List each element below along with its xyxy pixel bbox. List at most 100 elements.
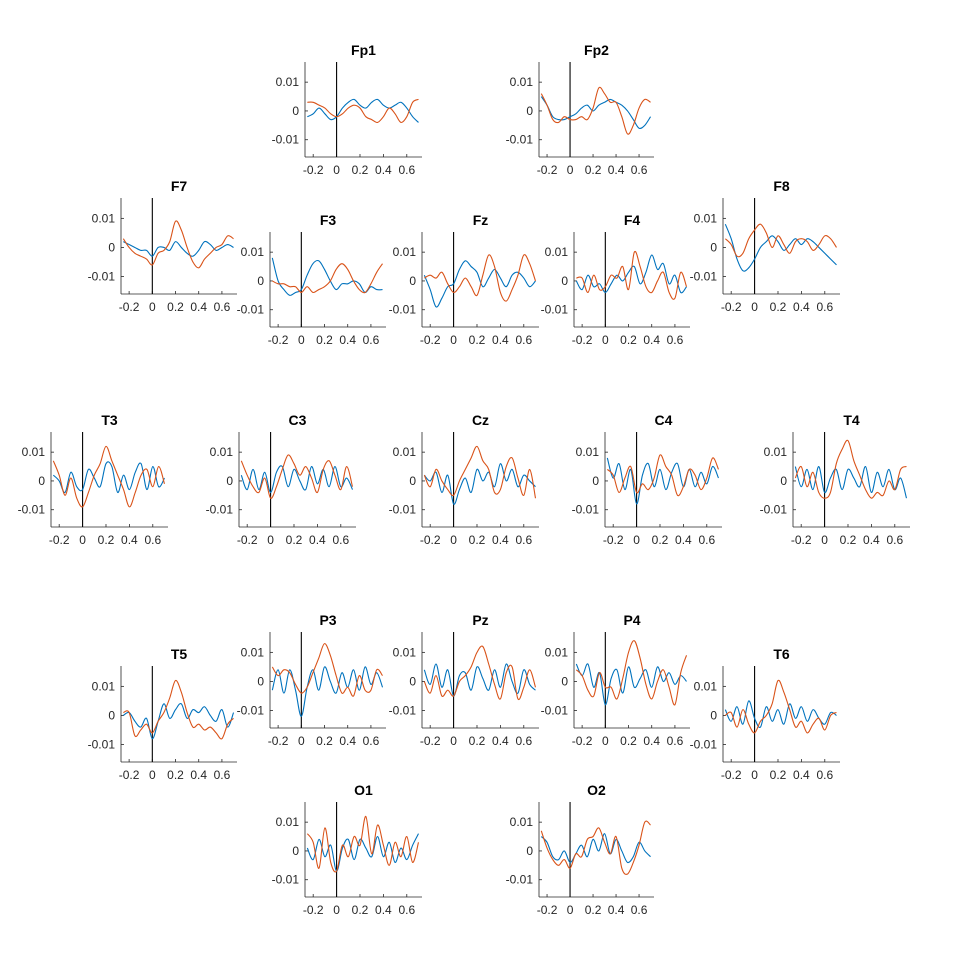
panel-fp1: Fp1 -0.01 0 0.01 -0.2 0 0.2 0.4 0.6 xyxy=(272,42,422,177)
x-tick-label: 0 xyxy=(298,333,305,347)
x-tick-label: -0.2 xyxy=(721,300,742,314)
x-tick-label: 0.2 xyxy=(352,903,369,917)
series-line-2 xyxy=(272,263,383,294)
panel-title: Fp1 xyxy=(351,42,376,58)
y-tick-label: 0.01 xyxy=(393,445,417,459)
x-tick-label: 0.6 xyxy=(214,768,231,782)
panel-pz: Pz -0.01 0 0.01 -0.2 0 0.2 0.4 0.6 xyxy=(389,612,539,748)
panel-f7: F7 -0.01 0 0.01 -0.2 0 0.2 0.4 0.6 xyxy=(88,178,237,314)
y-tick-label: -0.01 xyxy=(88,738,116,752)
y-tick-label: -0.01 xyxy=(389,704,417,718)
panel-title: Fz xyxy=(473,212,489,228)
y-tick-label: 0 xyxy=(780,474,787,488)
panel-title: T3 xyxy=(101,412,118,428)
x-tick-label: 0.6 xyxy=(631,903,648,917)
x-tick-label: 0.6 xyxy=(363,333,380,347)
x-tick-label: 0.4 xyxy=(643,734,660,748)
x-tick-label: 0.6 xyxy=(816,768,833,782)
x-tick-label: -0.2 xyxy=(791,533,812,547)
series-line-1 xyxy=(794,465,908,499)
x-tick-label: 0.4 xyxy=(309,533,326,547)
series-line-2 xyxy=(576,250,688,300)
y-tick-label: -0.01 xyxy=(389,303,417,317)
x-tick-label: -0.2 xyxy=(537,163,558,177)
series-line-2 xyxy=(271,643,383,697)
panel-c3: C3 -0.01 0 0.01 -0.2 0 0.2 0.4 0.6 xyxy=(206,412,356,547)
y-tick-label: 0 xyxy=(108,240,115,254)
x-tick-label: 0 xyxy=(602,333,609,347)
y-tick-label: 0 xyxy=(292,844,299,858)
panel-title: F4 xyxy=(624,212,641,228)
x-tick-label: 0.6 xyxy=(631,163,648,177)
y-tick-label: 0 xyxy=(257,674,264,688)
y-tick-label: -0.01 xyxy=(272,133,300,147)
x-tick-label: 0.2 xyxy=(652,533,669,547)
series-line-1 xyxy=(240,465,353,493)
panel-p3: P3 -0.01 0 0.01 -0.2 0 0.2 0.4 0.6 xyxy=(237,612,386,748)
panel-title: Cz xyxy=(472,412,489,428)
x-tick-label: 0.6 xyxy=(214,300,231,314)
panel-title: O2 xyxy=(587,782,606,798)
x-tick-label: 0 xyxy=(751,768,758,782)
x-tick-label: 0 xyxy=(450,533,457,547)
x-tick-label: -0.2 xyxy=(119,768,140,782)
y-tick-label: -0.01 xyxy=(541,303,569,317)
y-tick-label: 0.01 xyxy=(576,445,600,459)
x-tick-label: -0.2 xyxy=(303,903,324,917)
x-tick-label: 0.2 xyxy=(770,768,787,782)
y-tick-label: 0 xyxy=(257,274,264,288)
y-tick-label: 0 xyxy=(226,474,233,488)
series-line-2 xyxy=(540,820,651,875)
y-tick-label: 0 xyxy=(409,674,416,688)
y-tick-label: 0 xyxy=(710,240,717,254)
panel-title: C4 xyxy=(655,412,673,428)
panel-title: T6 xyxy=(773,646,790,662)
series-line-1 xyxy=(423,260,536,308)
series-line-1 xyxy=(423,463,536,505)
x-tick-label: 0.2 xyxy=(286,533,303,547)
panel-fp2: Fp2 -0.01 0 0.01 -0.2 0 0.2 0.4 0.6 xyxy=(506,42,654,177)
series-line-2 xyxy=(306,815,420,873)
x-tick-label: -0.2 xyxy=(420,333,441,347)
y-tick-label: -0.01 xyxy=(237,704,265,718)
y-tick-label: 0 xyxy=(561,274,568,288)
y-tick-label: 0.01 xyxy=(92,679,116,693)
x-tick-label: 0.6 xyxy=(332,533,349,547)
x-tick-label: -0.2 xyxy=(237,533,258,547)
y-tick-label: -0.01 xyxy=(690,270,718,284)
x-tick-label: 0.6 xyxy=(398,903,415,917)
series-line-2 xyxy=(725,679,837,734)
x-tick-label: -0.2 xyxy=(420,533,441,547)
x-tick-label: -0.2 xyxy=(572,333,593,347)
x-tick-label: 0.6 xyxy=(698,533,715,547)
y-tick-label: 0.01 xyxy=(22,445,46,459)
x-tick-label: 0 xyxy=(567,163,574,177)
x-tick-label: 0 xyxy=(821,533,828,547)
x-tick-label: 0.2 xyxy=(620,333,637,347)
panel-t5: T5 -0.01 0 0.01 -0.2 0 0.2 0.4 0.6 xyxy=(88,646,237,782)
y-tick-label: 0.01 xyxy=(210,445,234,459)
y-tick-label: 0.01 xyxy=(510,815,534,829)
x-tick-label: 0.4 xyxy=(375,163,392,177)
x-tick-label: 0.2 xyxy=(585,163,602,177)
x-tick-label: 0.4 xyxy=(375,903,392,917)
y-tick-label: 0.01 xyxy=(241,645,265,659)
y-tick-label: 0.01 xyxy=(764,445,788,459)
x-tick-label: 0.4 xyxy=(793,768,810,782)
y-tick-label: -0.01 xyxy=(237,303,265,317)
series-line-1 xyxy=(306,833,419,872)
x-tick-label: 0 xyxy=(602,734,609,748)
panel-f4: F4 -0.01 0 0.01 -0.2 0 0.2 0.4 0.6 xyxy=(541,212,690,347)
x-tick-label: 0.4 xyxy=(492,533,509,547)
x-tick-label: 0.4 xyxy=(121,533,138,547)
x-tick-label: 0.2 xyxy=(352,163,369,177)
x-tick-label: 0.4 xyxy=(190,300,207,314)
x-tick-label: 0 xyxy=(79,533,86,547)
x-tick-label: 0.2 xyxy=(167,768,184,782)
x-tick-label: 0 xyxy=(567,903,574,917)
panel-f8: F8 -0.01 0 0.01 -0.2 0 0.2 0.4 0.6 xyxy=(690,178,840,314)
series-line-2 xyxy=(540,86,651,135)
x-tick-label: 0.4 xyxy=(643,333,660,347)
y-tick-label: 0 xyxy=(592,474,599,488)
x-tick-label: -0.2 xyxy=(603,533,624,547)
